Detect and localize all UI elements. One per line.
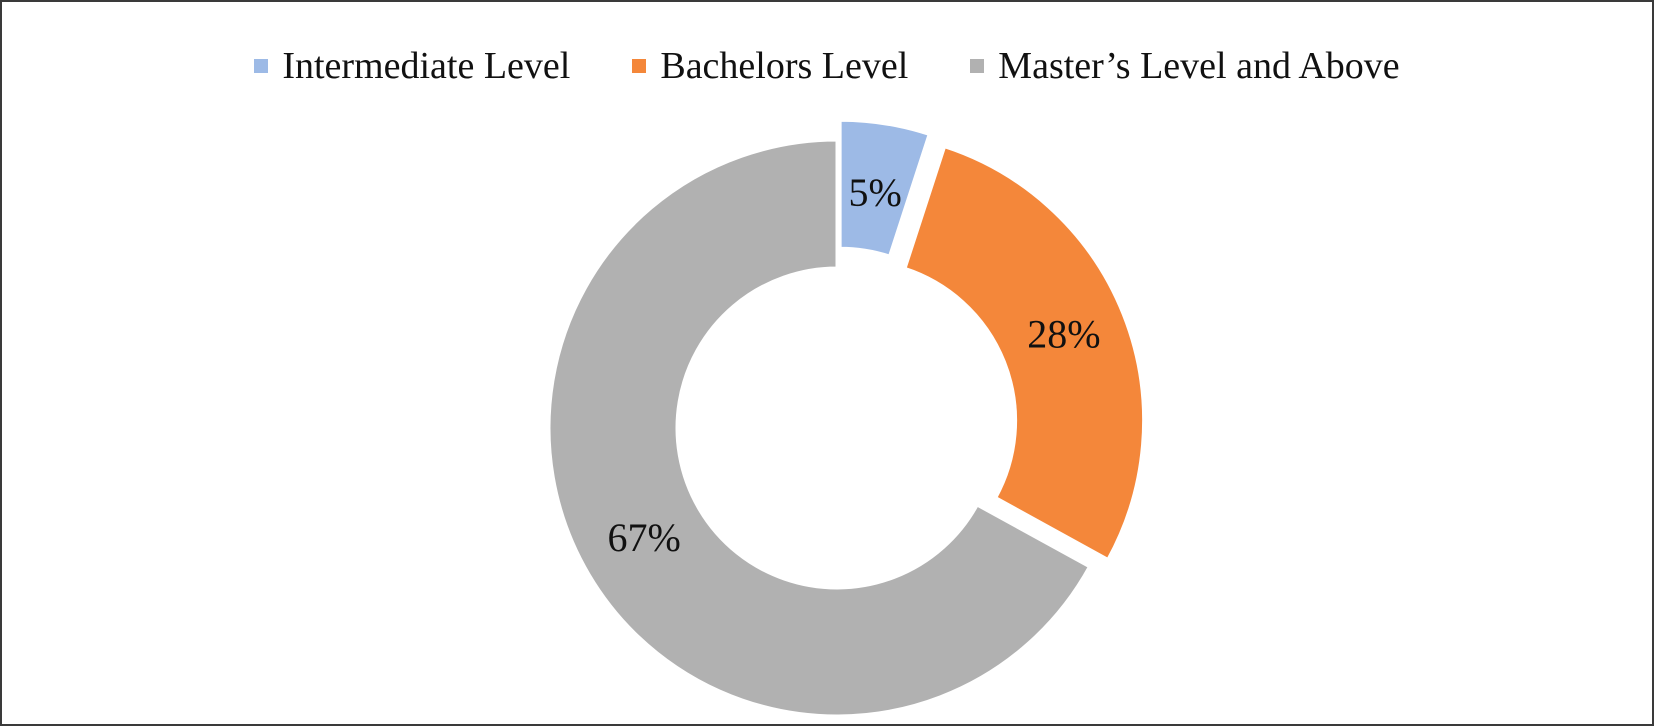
slice-masters bbox=[547, 138, 1092, 718]
legend-swatch-intermediate bbox=[254, 59, 269, 73]
slice-bachelors bbox=[903, 144, 1146, 562]
slice-label-intermediate: 5% bbox=[849, 170, 902, 215]
legend-label-bachelors: Bachelors Level bbox=[660, 45, 909, 87]
slice-intermediate bbox=[838, 118, 932, 258]
legend-item-masters: Master’s Level and Above bbox=[970, 44, 1400, 88]
legend-item-intermediate: Intermediate Level bbox=[254, 44, 570, 88]
legend-label-masters: Master’s Level and Above bbox=[998, 45, 1400, 87]
legend-swatch-masters bbox=[970, 59, 985, 73]
slice-label-bachelors: 28% bbox=[1027, 311, 1100, 356]
legend: Intermediate Level Bachelors Level Maste… bbox=[2, 38, 1652, 94]
legend-swatch-bachelors bbox=[632, 59, 647, 73]
legend-item-bachelors: Bachelors Level bbox=[632, 44, 908, 88]
slice-label-masters: 67% bbox=[608, 515, 681, 560]
legend-label-intermediate: Intermediate Level bbox=[282, 45, 571, 87]
